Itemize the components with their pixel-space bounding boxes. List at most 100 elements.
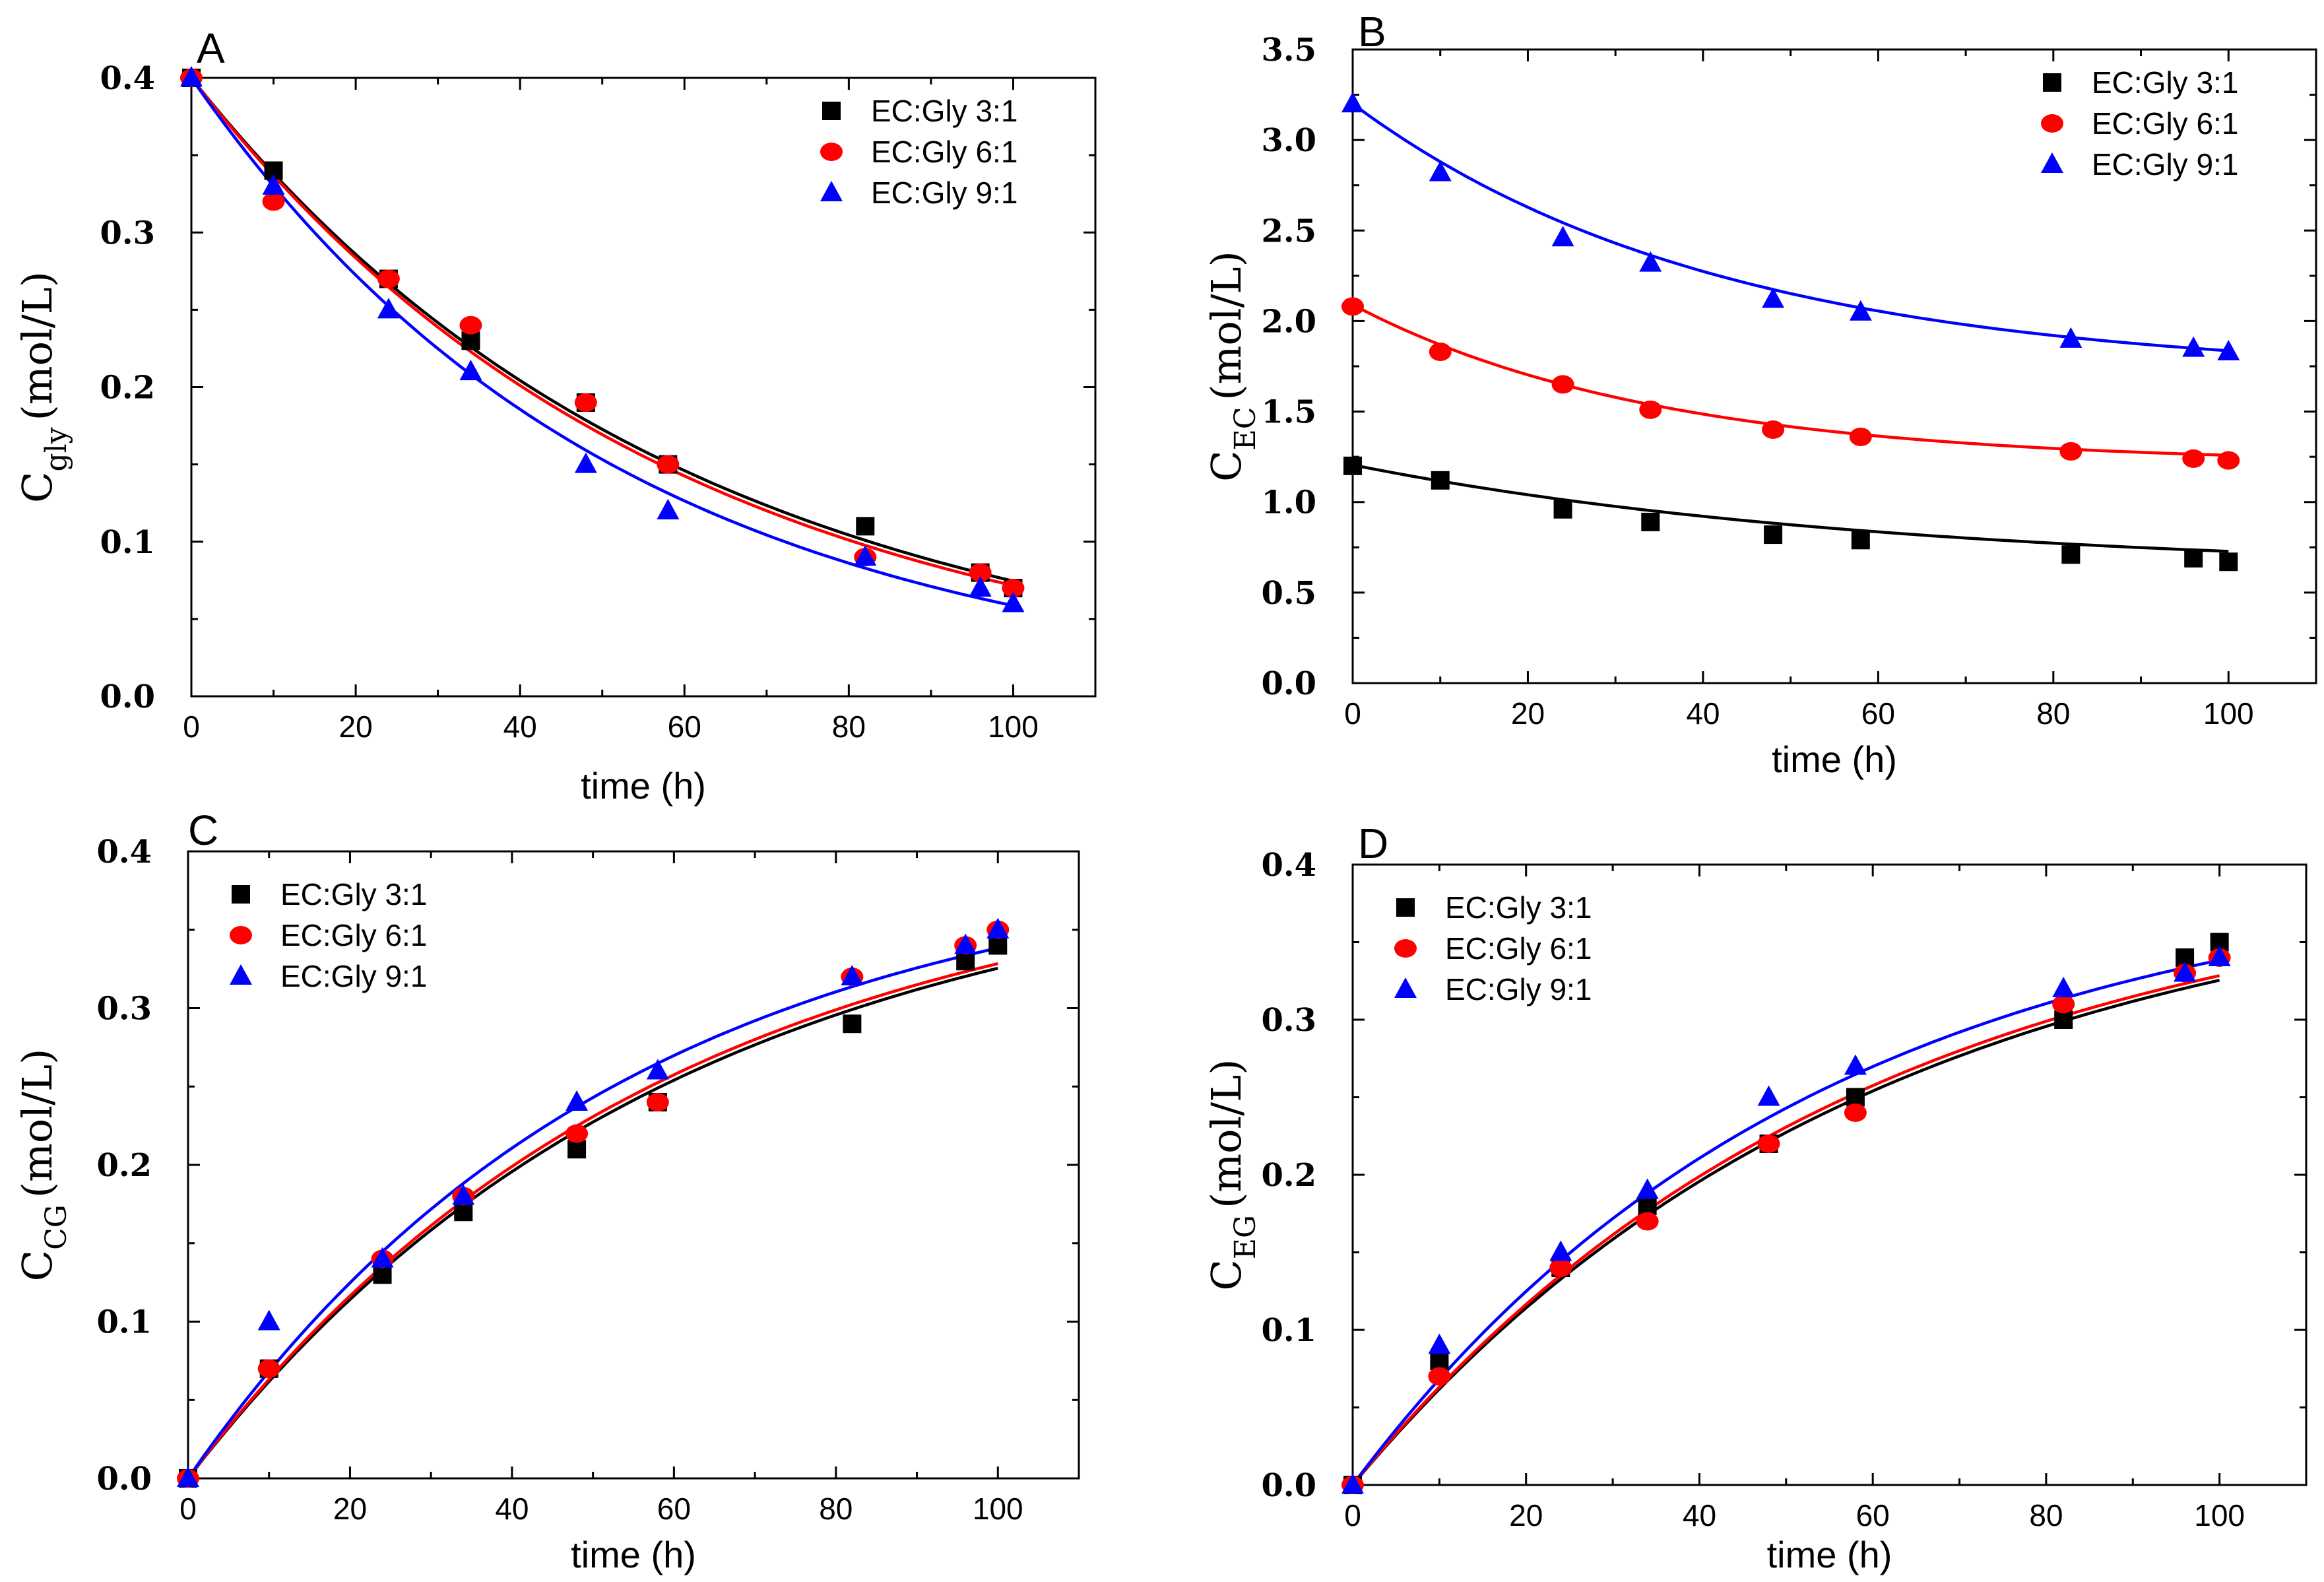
legend-marker-b-3 xyxy=(2041,152,2063,173)
fit-curve-a-2 xyxy=(190,77,1014,587)
data-point-d-2 xyxy=(1636,1212,1659,1231)
data-point-c-3 xyxy=(986,917,1010,939)
data-point-b-3 xyxy=(1639,251,1662,272)
data-point-d-2 xyxy=(1757,1135,1780,1153)
legend-b: EC:Gly 3:1 EC:Gly 6:1 EC:Gly 9:1 xyxy=(2041,65,2238,181)
x-tick-label-d: 40 xyxy=(1683,1498,1716,1533)
data-point-c-1 xyxy=(956,952,975,971)
y-tick-label-a: 0.4 xyxy=(100,60,155,97)
legend-label-a-3: EC:Gly 9:1 xyxy=(871,176,1017,210)
data-point-b-1 xyxy=(1851,531,1870,550)
data-point-b-2 xyxy=(1639,400,1662,419)
y-axis-label-a: Cgly(mol/L) xyxy=(13,271,73,503)
data-point-c-3 xyxy=(646,1059,669,1080)
x-tick-label-a: 60 xyxy=(668,709,701,744)
panel-letter-c: C xyxy=(188,807,218,854)
y-axis-label-b: CEC(mol/L) xyxy=(1202,251,1262,482)
x-tick-label-b: 80 xyxy=(2036,696,2070,731)
data-point-d-3 xyxy=(1757,1085,1780,1106)
data-point-a-3 xyxy=(1002,591,1025,612)
data-point-c-2 xyxy=(646,1093,669,1111)
panel-c: 0 20 40 60 80 100 0.0 0.1 0.2 0.3 0.4 time (h) CCG(m… xyxy=(13,807,1080,1575)
y-tick-label-a: 0.0 xyxy=(100,678,155,715)
data-point-b-1 xyxy=(2061,545,2081,564)
data-point-d-3 xyxy=(2052,977,2075,997)
y-axis-label-d: CEG(mol/L) xyxy=(1202,1059,1262,1290)
fit-curve-a-1 xyxy=(190,77,1014,583)
fit-curve-d-3 xyxy=(1351,958,2220,1486)
fit-curve-a-3 xyxy=(190,77,1014,607)
legend-marker-c-1 xyxy=(232,885,250,904)
data-point-c-3 xyxy=(371,1247,394,1268)
data-point-a-1 xyxy=(856,517,875,536)
data-point-c-3 xyxy=(257,1309,280,1331)
y-tick-label-b: 1.0 xyxy=(1261,484,1316,521)
legend-marker-d-3 xyxy=(1394,977,1417,998)
data-point-b-2 xyxy=(2182,449,2205,468)
data-point-b-3 xyxy=(1849,300,1872,321)
data-point-c-1 xyxy=(843,1014,862,1034)
legend-label-d-3: EC:Gly 9:1 xyxy=(1445,972,1592,1006)
y-tick-label-b: 0.0 xyxy=(1261,665,1316,702)
y-tick-label-c: 0.0 xyxy=(96,1461,152,1498)
y-tick-label-c: 0.4 xyxy=(96,834,152,871)
x-tick-label-a: 80 xyxy=(832,709,866,744)
data-point-b-2 xyxy=(2217,451,2240,470)
data-point-c-1 xyxy=(567,1140,587,1159)
data-point-b-2 xyxy=(1849,427,1872,446)
y-tick-label-b: 0.5 xyxy=(1261,575,1316,612)
data-point-a-3 xyxy=(657,498,680,519)
data-point-b-1 xyxy=(1343,456,1362,475)
legend-marker-b-1 xyxy=(2043,73,2061,92)
fit-curve-c-2 xyxy=(187,962,998,1480)
legend-label-c-1: EC:Gly 3:1 xyxy=(280,877,427,911)
x-tick-label-b: 20 xyxy=(1511,696,1545,731)
legend-label-b-3: EC:Gly 9:1 xyxy=(2092,147,2238,181)
data-point-b-3 xyxy=(1341,92,1364,113)
data-point-b-2 xyxy=(1762,420,1785,439)
legend-label-c-2: EC:Gly 6:1 xyxy=(280,918,427,952)
x-axis-label-b: time (h) xyxy=(1772,739,1897,780)
fit-curve-d-2 xyxy=(1351,974,2220,1486)
data-point-b-1 xyxy=(1553,500,1572,519)
legend-label-d-1: EC:Gly 3:1 xyxy=(1445,890,1592,925)
y-tick-label-d: 0.4 xyxy=(1261,847,1316,884)
data-point-c-1 xyxy=(454,1203,473,1222)
legend-c: EC:Gly 3:1 EC:Gly 6:1 EC:Gly 9:1 xyxy=(230,877,427,993)
panel-letter-d: D xyxy=(1358,820,1388,867)
data-point-d-1 xyxy=(1846,1088,1865,1107)
data-point-b-3 xyxy=(1762,287,1785,308)
data-point-a-2 xyxy=(969,563,992,582)
data-point-d-3 xyxy=(1341,1473,1364,1494)
data-point-b-1 xyxy=(2184,548,2203,568)
fit-curve-b-3 xyxy=(1351,102,2229,352)
data-point-a-3 xyxy=(574,452,597,473)
legend-marker-d-2 xyxy=(1394,939,1417,958)
y-tick-label-b: 3.5 xyxy=(1261,32,1316,69)
data-point-a-2 xyxy=(657,455,680,474)
x-axis-label-d: time (h) xyxy=(1767,1534,1892,1575)
legend-marker-a-2 xyxy=(820,143,843,161)
data-point-b-2 xyxy=(2059,442,2082,461)
data-point-d-3 xyxy=(1428,1333,1451,1354)
x-tick-label-c: 40 xyxy=(495,1492,529,1526)
data-point-b-2 xyxy=(1341,297,1364,316)
data-point-b-1 xyxy=(1764,525,1783,544)
panel-d: 0 20 40 60 80 100 0.0 0.1 0.2 0.3 0.4 time (h) CEG(m… xyxy=(1202,820,2308,1575)
data-point-b-3 xyxy=(1429,160,1452,181)
panel-b: 0 20 40 60 80 100 0.0 0.5 1.0 1.5 2.0 2.5 3.0 3.5 time… xyxy=(1202,8,2317,780)
data-point-a-2 xyxy=(262,192,285,211)
data-point-c-3 xyxy=(954,933,977,954)
data-point-d-2 xyxy=(1844,1104,1867,1122)
data-point-b-2 xyxy=(1551,375,1574,394)
data-point-c-2 xyxy=(257,1359,280,1378)
data-point-c-1 xyxy=(373,1265,392,1284)
fit-curve-b-2 xyxy=(1351,303,2229,457)
x-tick-label-c: 100 xyxy=(973,1492,1023,1526)
y-tick-label-c: 0.3 xyxy=(96,991,152,1028)
data-point-a-2 xyxy=(574,393,597,412)
x-tick-label-b: 60 xyxy=(1861,696,1895,731)
x-tick-label-c: 60 xyxy=(657,1492,691,1526)
data-point-c-3 xyxy=(841,965,864,985)
data-point-a-2 xyxy=(459,315,482,335)
